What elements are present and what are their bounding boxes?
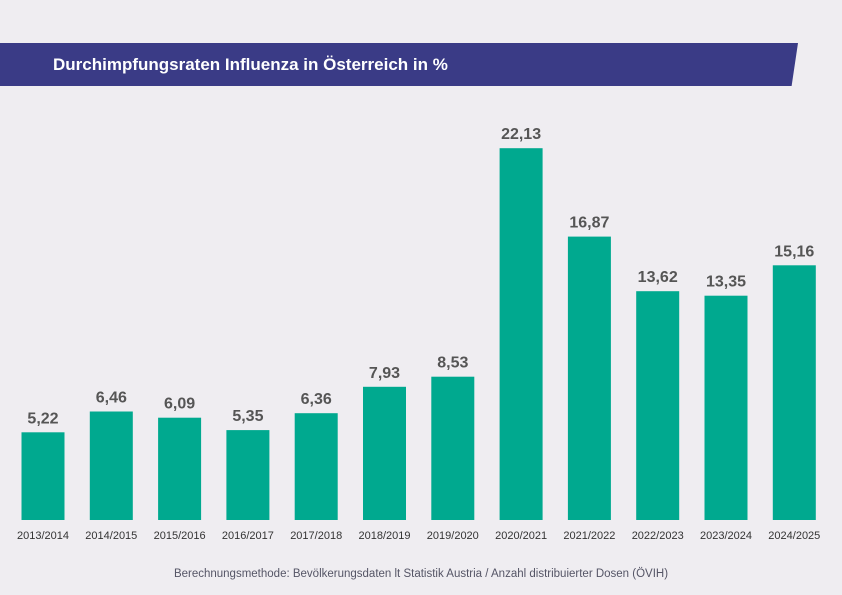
x-tick-label: 2020/2021: [495, 530, 547, 542]
x-tick-label: 2015/2016: [154, 530, 206, 542]
x-tick-label: 2017/2018: [290, 530, 342, 542]
value-label: 6,46: [96, 390, 127, 407]
value-label: 6,36: [301, 391, 332, 408]
x-tick-label: 2014/2015: [85, 530, 137, 542]
x-tick-label: 2019/2020: [427, 530, 479, 542]
x-tick-label: 2018/2019: [359, 530, 411, 542]
bar-2020-2021: [499, 148, 543, 520]
x-tick-label: 2016/2017: [222, 530, 274, 542]
bar-2024-2025: [772, 265, 816, 520]
bar-2017-2018: [294, 413, 338, 520]
bar-2019-2020: [431, 376, 475, 520]
chart-footnote: Berechnungsmethode: Bevölkerungsdaten lt…: [173, 568, 669, 580]
x-tick-label: 2021/2022: [563, 530, 615, 542]
value-label: 16,87: [569, 215, 609, 232]
chart-title: Durchimpfungsraten Influenza in Österrei…: [53, 55, 448, 74]
value-label: 7,93: [369, 365, 400, 382]
value-label: 13,35: [706, 274, 746, 291]
bar-2022-2023: [636, 291, 680, 520]
bar-2021-2022: [567, 236, 611, 520]
value-label: 6,09: [164, 396, 195, 413]
bar-chart: 5,22 2013/2014 6,46 2014/2015 6,09 2015/2016 5…: [17, 126, 820, 542]
value-label: 5,35: [232, 408, 263, 425]
value-label: 13,62: [638, 269, 678, 286]
bar-2014-2015: [89, 411, 133, 520]
value-label: 5,22: [27, 410, 58, 427]
chart-title-banner: Durchimpfungsraten Influenza in Österrei…: [0, 43, 798, 86]
x-tick-label: 2024/2025: [768, 530, 820, 542]
bar-2016-2017: [226, 430, 270, 520]
bar-2015-2016: [158, 417, 202, 520]
x-tick-label: 2022/2023: [632, 530, 684, 542]
value-label: 15,16: [774, 243, 814, 260]
bar-2018-2019: [363, 386, 406, 520]
x-tick-label: 2023/2024: [700, 530, 752, 542]
bar-2023-2024: [704, 295, 748, 520]
value-label: 8,53: [437, 355, 468, 372]
value-label: 22,13: [501, 126, 541, 143]
bar-2013-2014: [21, 432, 65, 520]
x-tick-label: 2013/2014: [17, 530, 69, 542]
